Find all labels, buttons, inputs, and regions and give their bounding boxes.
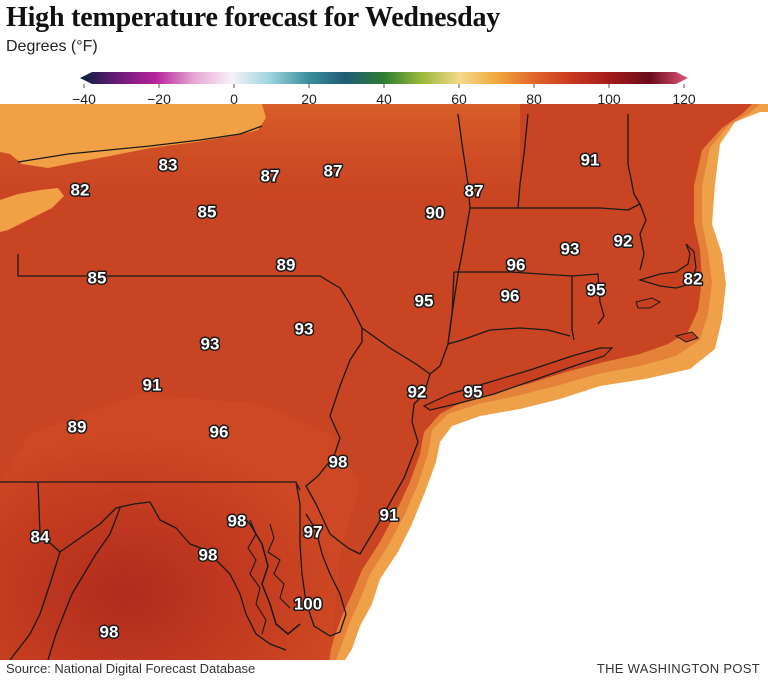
temperature-label: 82 [684,270,703,289]
temperature-label: 93 [295,320,314,339]
scale-tick-label: 60 [451,91,467,107]
temperature-label: 96 [507,256,526,275]
temperature-color-scale: −40 −20 0 20 40 60 80 100 120 [72,72,696,107]
temperature-label: 87 [261,167,280,186]
temperature-labels: 83 87 87 82 85 87 90 91 92 93 96 82 85 89 96 95 95 93 93 92… [29,149,704,643]
temperature-label: 92 [614,232,633,251]
color-scale-bar [80,72,688,84]
marthas-vineyard [635,297,662,309]
temperature-label: 82 [71,181,90,200]
color-scale-ticks: −40 −20 0 20 40 60 80 100 120 [72,84,696,107]
temperature-label: 92 [408,383,427,402]
temperature-label: 95 [415,292,434,311]
scale-tick-label: 40 [376,91,392,107]
nantucket [674,331,699,343]
temperature-label: 89 [277,256,296,275]
cape-cod [637,243,697,289]
temperature-label: 95 [587,281,606,300]
temperature-label: 85 [88,269,107,288]
temperature-label: 85 [198,203,217,222]
scale-tick-label: 20 [301,91,317,107]
temperature-label: 100 [294,595,322,614]
temperature-label: 97 [304,523,323,542]
publisher-credit: THE WASHINGTON POST [596,661,760,676]
scale-tick-label: 120 [672,91,696,107]
chart-title: High temperature forecast for Wednesday [6,2,501,33]
temperature-label: 90 [426,204,445,223]
scale-tick-label: −40 [72,91,96,107]
temperature-label: 95 [464,383,483,402]
temperature-label: 98 [199,546,218,565]
scale-tick-label: −20 [147,91,171,107]
long-island [422,347,614,411]
temperature-label: 89 [68,418,87,437]
lake-erie [0,188,64,232]
temperature-label: 84 [31,528,50,547]
source-note: Source: National Digital Forecast Databa… [6,661,256,676]
temperature-label: 87 [465,182,484,201]
lake-ontario [0,104,266,168]
scale-tick-label: 0 [230,91,238,107]
temperature-label: 98 [228,512,247,531]
chart-subtitle: Degrees (°F) [6,38,98,55]
temperature-label: 98 [329,453,348,472]
temperature-label: 98 [100,623,119,642]
hot-interior [0,394,360,660]
temperature-label: 93 [561,240,580,259]
scale-tick-label: 80 [526,91,542,107]
temperature-label: 93 [201,335,220,354]
temperature-label: 91 [143,376,162,395]
temperature-label: 91 [380,506,399,525]
temperature-map: 83 87 87 82 85 87 90 91 92 93 96 82 85 89 96 95 95 93 93 92… [0,104,768,660]
temperature-label: 91 [581,151,600,170]
temperature-label: 83 [159,156,178,175]
temperature-label: 96 [210,423,229,442]
scale-tick-label: 100 [597,91,621,107]
temperature-label: 87 [324,162,343,181]
state-borders [0,113,647,660]
temperature-label: 96 [501,287,520,306]
cooler-north [0,104,520,304]
